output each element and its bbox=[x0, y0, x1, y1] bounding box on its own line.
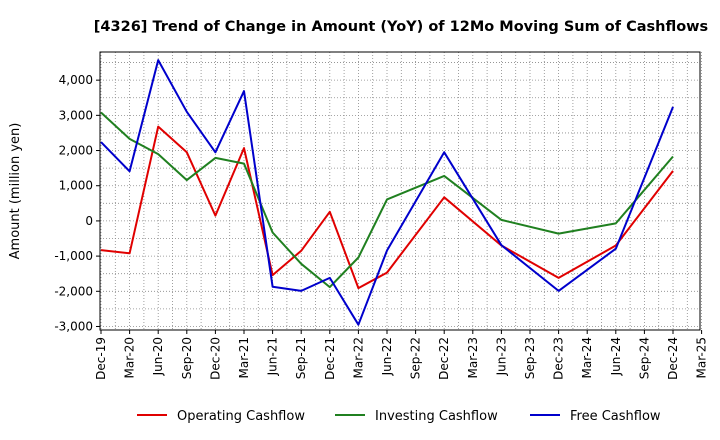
x-axis-ticks: Dec-19 Mar-20 Jun-20 Sep-20 Dec-20 Mar-21 Jun-… bbox=[94, 330, 709, 380]
chart-title: [4326] Trend of Change in Amount (YoY) o… bbox=[94, 19, 708, 35]
y-tick-label: -3,000 bbox=[54, 319, 93, 333]
x-tick-label: Mar-23 bbox=[466, 337, 480, 378]
x-tick-label: Sep-20 bbox=[180, 337, 194, 379]
x-tick-label: Sep-21 bbox=[294, 337, 308, 379]
x-tick-label: Sep-24 bbox=[637, 337, 651, 379]
grid bbox=[100, 52, 702, 330]
x-tick-label: Jun-24 bbox=[609, 337, 623, 376]
x-tick-label: Sep-23 bbox=[523, 337, 537, 379]
legend-label: Free Cashflow bbox=[570, 409, 661, 424]
series-line-free-cashflow bbox=[100, 59, 674, 326]
y-tick-label: 4,000 bbox=[59, 73, 93, 87]
y-tick-label: 1,000 bbox=[59, 179, 93, 193]
y-tick-label: -2,000 bbox=[54, 284, 93, 298]
legend-label: Investing Cashflow bbox=[375, 409, 498, 424]
x-tick-label: Mar-24 bbox=[580, 337, 594, 378]
y-tick-label: 3,000 bbox=[59, 108, 93, 122]
y-tick-label: 0 bbox=[85, 214, 93, 228]
x-tick-label: Dec-20 bbox=[208, 337, 222, 380]
x-tick-label: Dec-23 bbox=[552, 337, 566, 380]
x-tick-label: Sep-22 bbox=[409, 337, 423, 379]
plot-area bbox=[100, 52, 700, 330]
x-tick-label: Dec-24 bbox=[666, 337, 680, 380]
series-line-operating-cashflow bbox=[100, 125, 674, 290]
plot-frame bbox=[99, 51, 701, 331]
legend-label: Operating Cashflow bbox=[177, 409, 305, 424]
x-tick-label: Dec-22 bbox=[437, 337, 451, 380]
y-tick-label: -1,000 bbox=[54, 249, 93, 263]
x-tick-label: Mar-21 bbox=[237, 337, 251, 378]
x-tick-label: Jun-21 bbox=[266, 337, 280, 376]
x-tick-label: Dec-21 bbox=[323, 337, 337, 380]
x-tick-label: Jun-20 bbox=[151, 337, 165, 376]
series-lines bbox=[100, 59, 674, 326]
x-tick-label: Mar-22 bbox=[351, 337, 365, 378]
x-tick-label: Mar-20 bbox=[123, 337, 137, 378]
x-tick-label: Dec-19 bbox=[94, 337, 108, 380]
x-tick-label: Jun-23 bbox=[494, 337, 508, 376]
x-tick-label: Jun-22 bbox=[380, 337, 394, 376]
y-tick-label: 2,000 bbox=[59, 144, 93, 158]
legend: Operating Cashflow Investing Cashflow Free… bbox=[137, 409, 661, 424]
y-axis-label: Amount (million yen) bbox=[8, 123, 23, 260]
y-axis-ticks: -3,000 -2,000 -1,000 0 1,000 2,000 3,000 4,000 bbox=[54, 73, 100, 333]
series-line-investing-cashflow bbox=[100, 111, 674, 289]
x-tick-label: Mar-25 bbox=[695, 337, 709, 378]
